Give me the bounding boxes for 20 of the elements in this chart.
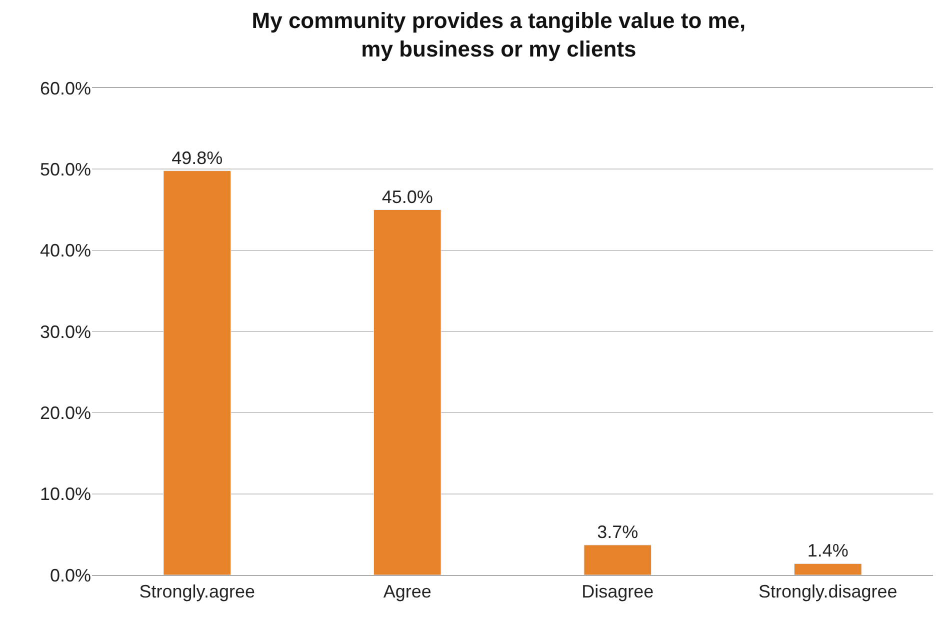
- y-tick-label: 0.0%: [50, 565, 91, 586]
- y-tick-label: 50.0%: [40, 159, 91, 180]
- x-tick-label: Strongly.disagree: [758, 582, 898, 602]
- data-label: 45.0%: [382, 186, 433, 207]
- x-tick-label: Disagree: [582, 582, 654, 602]
- y-tick-label: 60.0%: [40, 78, 91, 98]
- data-label: 1.4%: [807, 540, 848, 561]
- y-tick-label: 40.0%: [40, 240, 91, 261]
- bar: [794, 563, 862, 575]
- data-label: 49.8%: [172, 148, 223, 168]
- data-label: 3.7%: [597, 522, 638, 542]
- y-tick-label: 10.0%: [40, 484, 91, 504]
- y-tick-label: 20.0%: [40, 402, 91, 423]
- x-tick-label: Strongly.agree: [139, 582, 255, 602]
- chart-title: My community provides a tangible value to me, my business or my clients: [252, 8, 746, 62]
- bar: [584, 544, 652, 575]
- bar: [163, 170, 232, 575]
- y-tick-label: 30.0%: [40, 322, 91, 342]
- bar: [373, 210, 442, 575]
- x-tick-label: Agree: [383, 582, 432, 602]
